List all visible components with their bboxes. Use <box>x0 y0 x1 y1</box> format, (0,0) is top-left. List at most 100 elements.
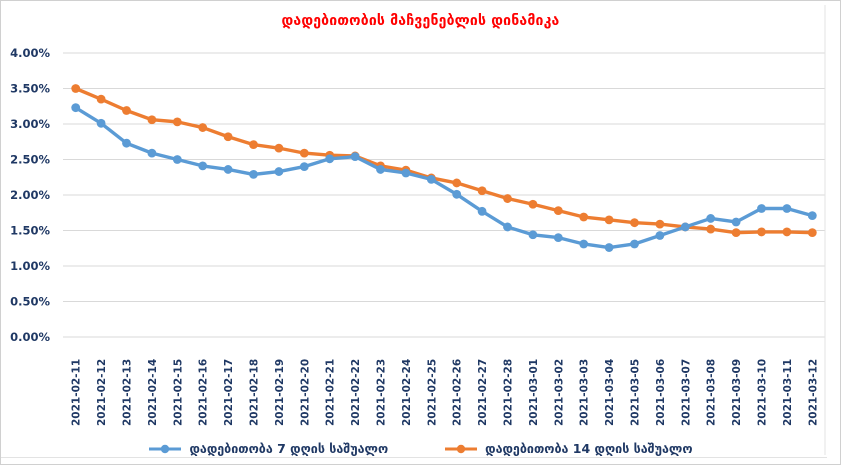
data-point-14day <box>630 218 639 228</box>
x-axis-tick-label: 2021-02-19 <box>274 359 286 426</box>
legend-item-14day-average: დადებითობა 14 დღის საშუალო <box>444 441 693 456</box>
data-point-7day <box>452 189 462 199</box>
y-axis-tick-label: 0.50% <box>10 295 50 309</box>
legend-marker-14day-icon <box>445 444 478 453</box>
data-point-7day <box>274 167 284 176</box>
x-axis-tick-label: 2021-03-01 <box>528 359 540 426</box>
legend: დადებითობა 7 დღის საშუალო დადებითობა 14 … <box>1 441 840 456</box>
x-axis-tick-label: 2021-03-03 <box>579 359 591 426</box>
x-axis-tick-label: 2021-03-05 <box>630 359 642 426</box>
chart-frame-bottom-line <box>1 457 827 458</box>
x-axis-tick-label: 2021-02-14 <box>147 359 159 426</box>
data-point-7day <box>147 148 157 158</box>
data-point-7day <box>249 170 258 179</box>
x-axis-tick-label: 2021-02-20 <box>299 359 311 426</box>
data-point-14day <box>528 199 538 209</box>
data-point-7day <box>680 222 690 232</box>
x-axis-tick-label: 2021-02-28 <box>503 359 515 426</box>
y-axis-tick-label: 0.00% <box>10 330 50 344</box>
legend-label-14day: დადებითობა 14 დღის საშუალო <box>485 441 693 456</box>
data-point-7day <box>223 165 233 174</box>
legend-item-7day-average: დადებითობა 7 დღის საშუალო <box>148 441 388 456</box>
data-point-14day <box>477 186 487 196</box>
data-point-7day <box>807 211 817 220</box>
x-axis-tick-label: 2021-03-07 <box>680 359 692 426</box>
data-point-14day <box>731 228 741 238</box>
data-point-14day <box>604 215 614 225</box>
data-point-14day <box>96 94 106 104</box>
data-point-14day <box>198 123 208 132</box>
data-point-14day <box>706 224 716 234</box>
x-axis-tick-label: 2021-03-11 <box>782 359 794 426</box>
x-axis-tick-label: 2021-02-17 <box>223 359 235 426</box>
x-axis-tick-label: 2021-02-13 <box>122 359 134 426</box>
data-point-14day <box>757 227 766 237</box>
data-point-7day <box>579 239 589 249</box>
data-point-14day <box>579 212 589 222</box>
y-axis-tick-label: 1.00% <box>10 259 50 273</box>
data-point-7day <box>655 231 665 240</box>
data-point-14day <box>147 115 157 125</box>
data-point-14day <box>655 219 665 229</box>
data-point-7day <box>477 206 487 216</box>
data-point-14day <box>71 84 81 93</box>
data-point-7day <box>376 165 385 174</box>
data-point-14day <box>503 194 512 203</box>
data-point-14day <box>223 132 233 142</box>
x-axis-tick-label: 2021-02-11 <box>71 359 83 426</box>
data-point-14day <box>452 178 462 188</box>
data-point-7day <box>325 154 335 164</box>
data-point-7day <box>198 161 208 171</box>
x-axis-tick-label: 2021-02-26 <box>452 359 464 426</box>
x-axis-tick-label: 2021-03-12 <box>807 359 819 426</box>
y-axis-tick-label: 2.50% <box>10 153 50 167</box>
data-point-14day <box>172 117 182 127</box>
data-point-7day <box>528 230 538 240</box>
x-axis-tick-label: 2021-02-21 <box>325 359 337 426</box>
x-axis-tick-label: 2021-02-16 <box>198 359 210 426</box>
data-point-7day <box>604 243 614 252</box>
series-line-7day <box>73 105 814 250</box>
data-point-7day <box>71 103 81 113</box>
data-point-7day <box>426 174 436 184</box>
data-point-14day <box>249 140 258 149</box>
data-point-7day <box>553 233 563 243</box>
x-axis-tick-label: 2021-03-08 <box>706 359 718 426</box>
data-point-7day <box>122 138 131 148</box>
y-axis-tick-label: 3.50% <box>10 82 50 96</box>
y-axis-tick-label: 3.00% <box>10 117 50 131</box>
data-point-14day <box>807 228 817 238</box>
data-point-7day <box>731 217 741 227</box>
x-axis-tick-label: 2021-03-10 <box>757 359 769 426</box>
x-axis-tick-label: 2021-02-12 <box>96 359 108 426</box>
y-axis-tick-label: 4.00% <box>10 46 50 60</box>
data-point-7day <box>503 222 512 232</box>
x-axis-tick-label: 2021-02-15 <box>172 359 184 426</box>
chart-title: დადებითობის მაჩვენებლის დინამიკა <box>281 13 560 29</box>
data-point-7day <box>706 214 716 223</box>
x-axis-tick-label: 2021-02-22 <box>350 359 362 426</box>
data-point-14day <box>274 143 284 153</box>
x-axis-tick-label: 2021-03-02 <box>553 359 565 426</box>
data-point-7day <box>172 155 182 164</box>
data-point-14day <box>553 206 563 216</box>
data-point-14day <box>782 227 792 237</box>
data-point-7day <box>401 168 411 178</box>
data-point-7day <box>350 152 360 162</box>
data-point-14day <box>122 106 131 115</box>
x-axis-tick-label: 2021-02-18 <box>249 359 261 426</box>
x-axis-tick-label: 2021-02-23 <box>376 359 388 426</box>
x-axis-tick-label: 2021-03-06 <box>655 359 667 426</box>
x-axis-tick-label: 2021-02-25 <box>426 359 438 426</box>
data-point-7day <box>96 118 106 128</box>
legend-marker-7day-icon <box>149 444 182 453</box>
data-point-7day <box>782 204 792 213</box>
data-point-7day <box>757 204 766 213</box>
x-axis-tick-label: 2021-02-24 <box>401 359 413 426</box>
data-point-7day <box>630 239 639 249</box>
y-axis-tick-label: 1.50% <box>10 224 50 238</box>
data-point-14day <box>299 148 309 158</box>
x-axis-tick-label: 2021-03-04 <box>604 359 616 426</box>
x-axis-tick-label: 2021-02-27 <box>477 359 489 426</box>
